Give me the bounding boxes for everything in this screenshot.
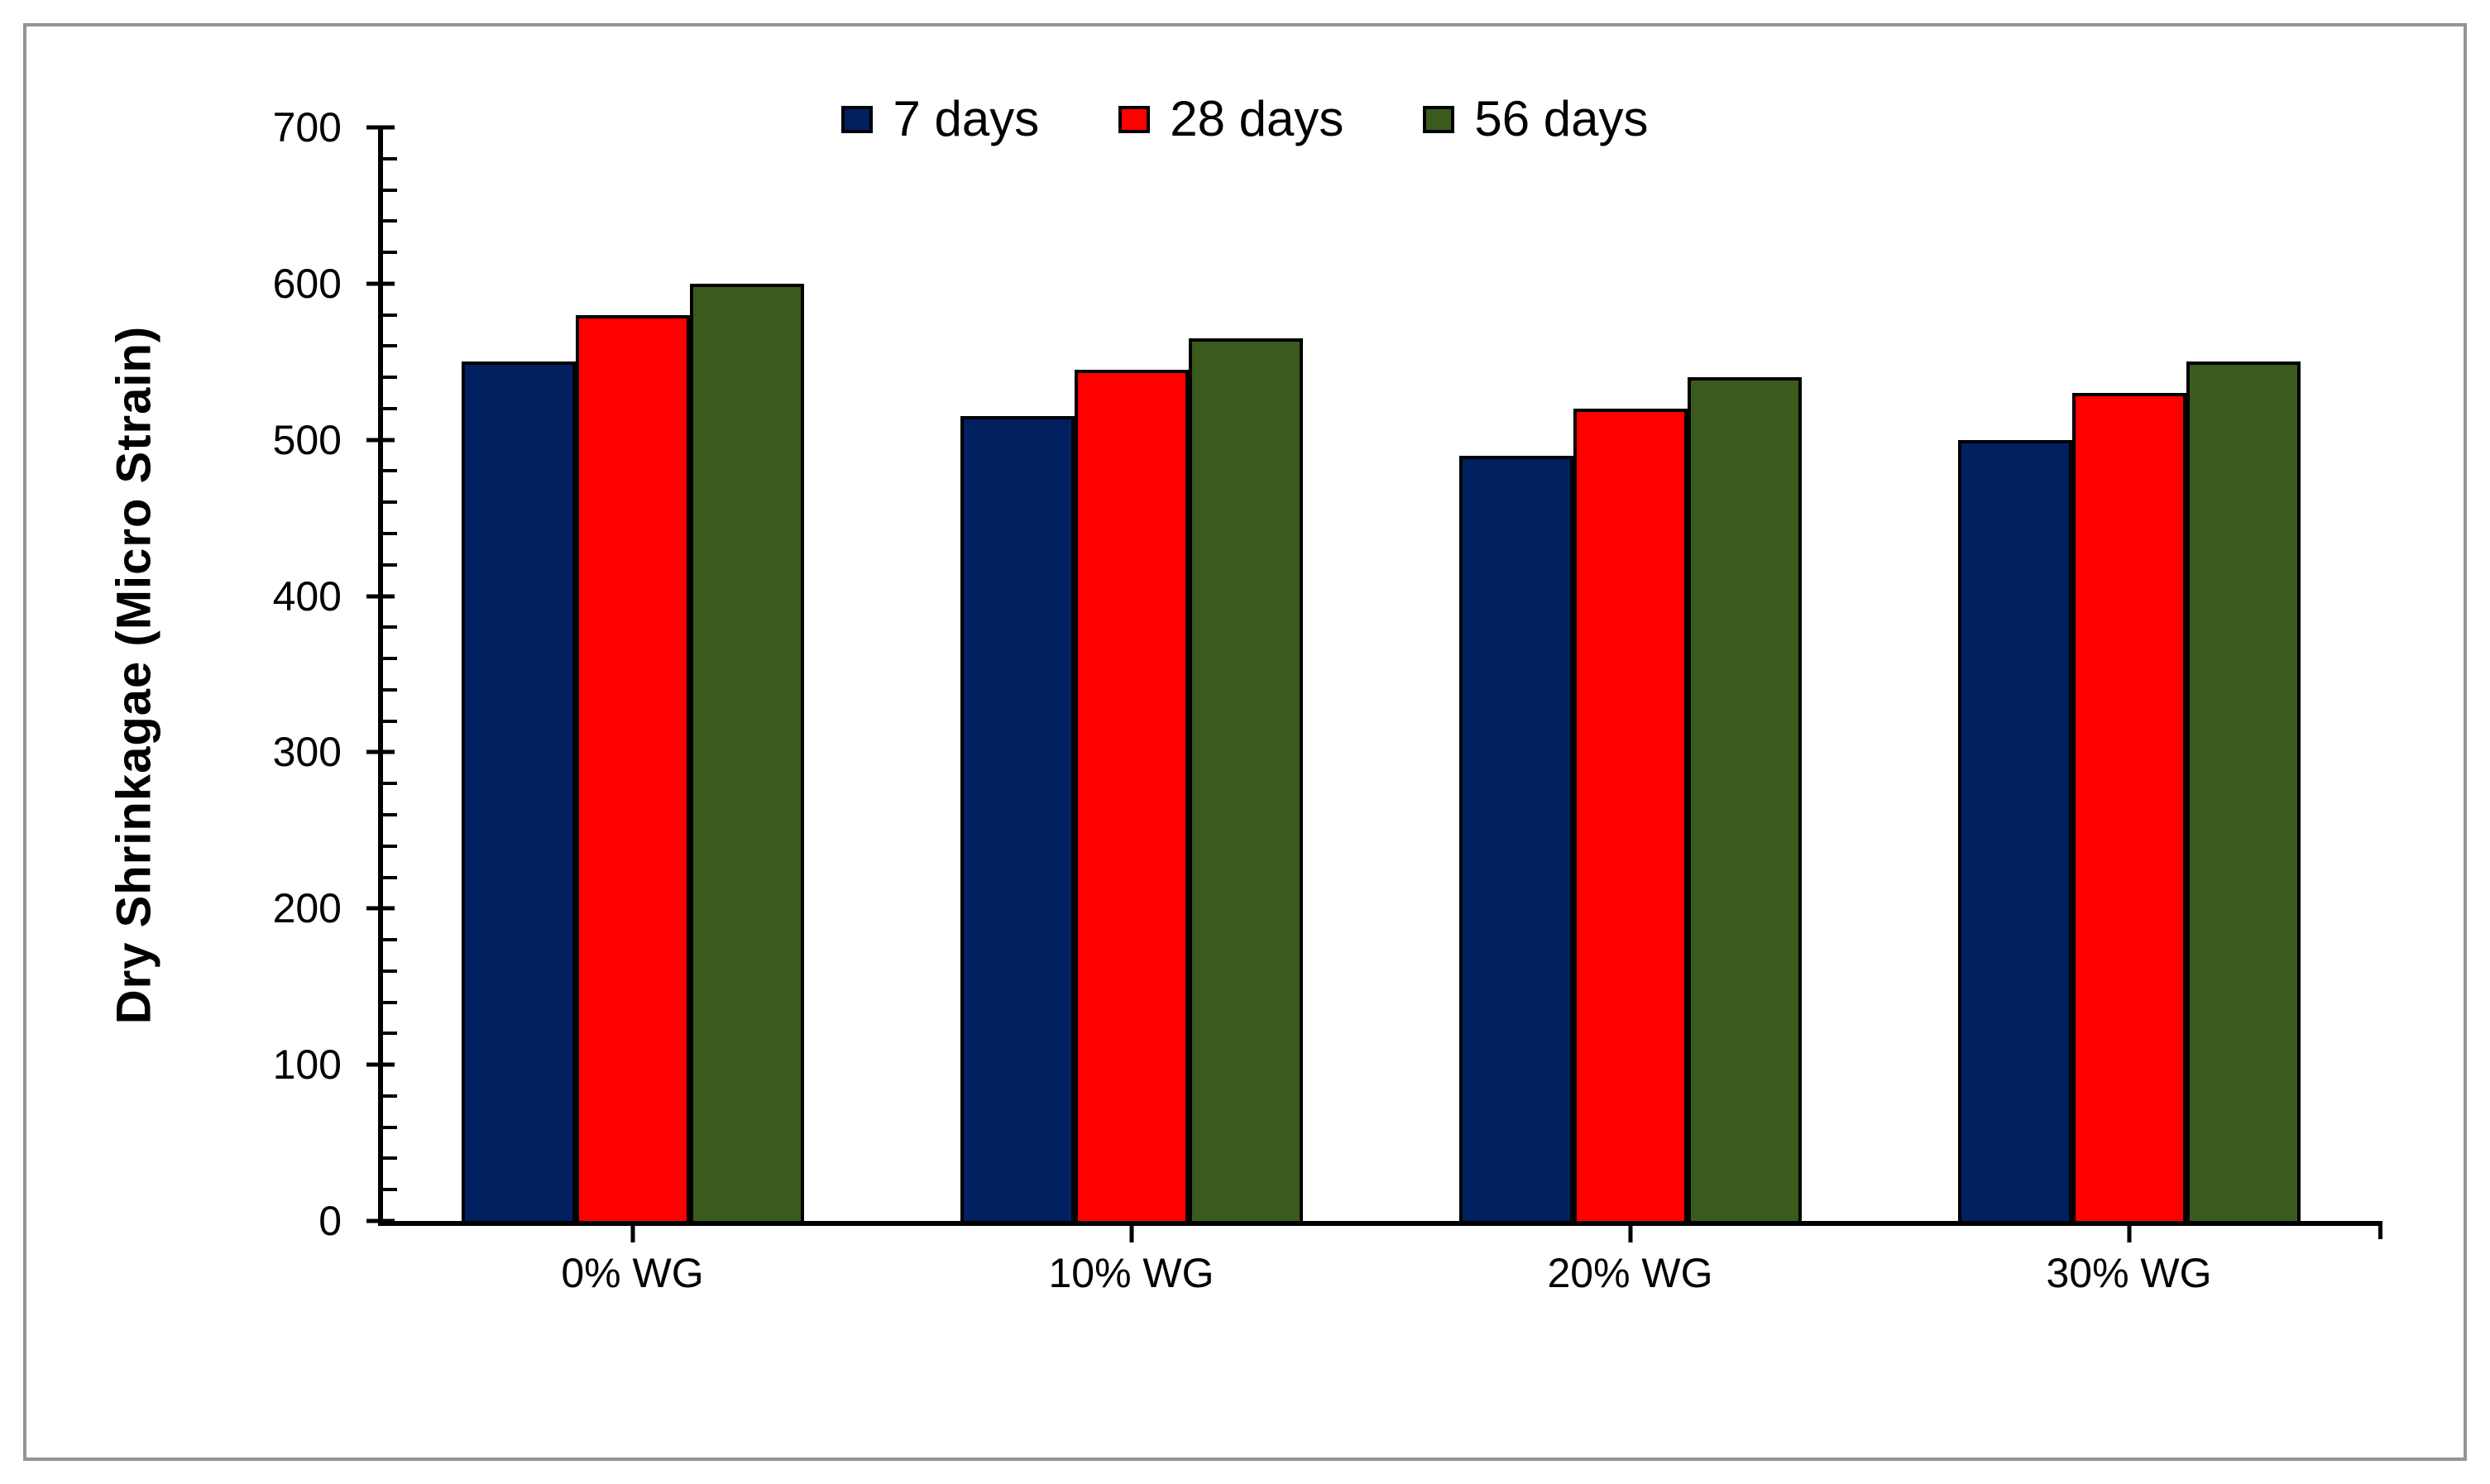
y-minor-tick [383, 500, 397, 505]
x-axis-line [378, 1221, 2378, 1226]
y-minor-tick [383, 1156, 397, 1161]
y-minor-tick [383, 875, 397, 879]
plot-area: 0 100 200 300 400 500 600 700 0% WG 10% WG 20% WG… [273, 107, 2382, 1294]
y-minor-tick [383, 1094, 397, 1098]
bar-28-days-0-WG [575, 314, 690, 1221]
bar-group-30-WG [1879, 127, 2378, 1221]
y-major-tick [366, 125, 395, 130]
y-tick-label: 400 [272, 572, 342, 620]
x-axis-end-tick [2378, 1221, 2382, 1239]
y-minor-tick [383, 687, 397, 692]
y-minor-tick [383, 625, 397, 630]
y-axis-line [378, 127, 383, 1226]
x-tick [1628, 1226, 1632, 1242]
y-tick-label: 200 [272, 885, 342, 932]
y-minor-tick [383, 344, 397, 348]
legend-marker-icon [841, 105, 874, 133]
y-tick-label: 0 [318, 1198, 342, 1244]
x-tick [2127, 1226, 2131, 1242]
bar-28-days-10-WG [1074, 369, 1189, 1221]
y-major-tick [366, 438, 395, 443]
x-tick [1129, 1226, 1133, 1242]
x-tick-label: 30% WG [2046, 1250, 2212, 1296]
y-minor-tick [383, 251, 397, 255]
bar-28-days-20-WG [1573, 408, 1688, 1221]
legend-label: 56 days [1474, 91, 1649, 146]
y-tick-label: 700 [272, 104, 342, 151]
bar-group-0-WG [383, 127, 882, 1221]
legend-label: 28 days [1170, 91, 1344, 146]
x-tick [630, 1226, 634, 1242]
y-minor-tick [383, 782, 397, 786]
y-minor-tick [383, 812, 397, 816]
y-minor-tick [383, 406, 397, 410]
y-minor-tick [383, 1188, 397, 1192]
y-major-tick [366, 1062, 395, 1067]
bar-56-days-20-WG [1687, 377, 1802, 1221]
y-major-tick [366, 1218, 395, 1223]
legend-marker-icon [1118, 105, 1151, 133]
y-minor-tick [383, 1032, 397, 1036]
x-tick-label: 20% WG [1547, 1250, 1713, 1296]
y-minor-tick [383, 376, 397, 380]
bar-groups [383, 127, 2378, 1221]
x-axis-labels: 0% WG 10% WG 20% WG 30% WG [383, 1252, 2378, 1294]
y-minor-tick [383, 219, 397, 223]
figure-frame: 7 days 28 days 56 days Dry Shrinkagae (Mic… [23, 23, 2467, 1461]
x-tick-label: 10% WG [1048, 1250, 1214, 1296]
y-axis-title: Dry Shrinkagae (Micro Strain) [107, 325, 161, 1025]
y-major-tick [366, 906, 395, 911]
y-minor-tick [383, 938, 397, 942]
y-minor-tick [383, 156, 397, 160]
y-tick-label: 100 [272, 1041, 342, 1089]
y-minor-tick [383, 719, 397, 723]
y-tick-label: 300 [272, 729, 342, 776]
bar-7-days-10-WG [960, 416, 1075, 1221]
x-tick-label: 0% WG [561, 1250, 704, 1296]
y-major-tick [366, 749, 395, 754]
legend-item-28-days: 28 days [1118, 94, 1343, 144]
bar-7-days-20-WG [1458, 455, 1573, 1221]
y-minor-tick [383, 532, 397, 536]
y-minor-tick [383, 844, 397, 848]
bar-7-days-30-WG [1957, 439, 2072, 1221]
bar-group-10-WG [882, 127, 1381, 1221]
y-tick-label: 500 [272, 416, 342, 463]
y-minor-tick [383, 313, 397, 317]
legend-item-7-days: 7 days [841, 94, 1039, 144]
legend-marker-icon [1423, 105, 1455, 133]
y-minor-tick [383, 1125, 397, 1129]
bar-56-days-0-WG [689, 283, 804, 1221]
y-minor-tick [383, 1000, 397, 1004]
bar-group-20-WG [1381, 127, 1879, 1221]
y-minor-tick [383, 562, 397, 567]
bar-56-days-10-WG [1188, 337, 1303, 1221]
y-minor-tick [383, 969, 397, 973]
legend: 7 days 28 days 56 days [26, 94, 2464, 144]
y-major-tick [366, 594, 395, 599]
legend-label: 7 days [893, 91, 1040, 146]
y-minor-tick [383, 469, 397, 473]
y-tick-label: 600 [272, 260, 342, 307]
bar-56-days-30-WG [2186, 361, 2301, 1221]
bar-7-days-0-WG [461, 361, 576, 1221]
y-minor-tick [383, 657, 397, 661]
legend-item-56-days: 56 days [1423, 91, 1649, 146]
y-minor-tick [383, 188, 397, 192]
y-major-tick [366, 281, 395, 286]
bar-28-days-30-WG [2071, 393, 2186, 1221]
